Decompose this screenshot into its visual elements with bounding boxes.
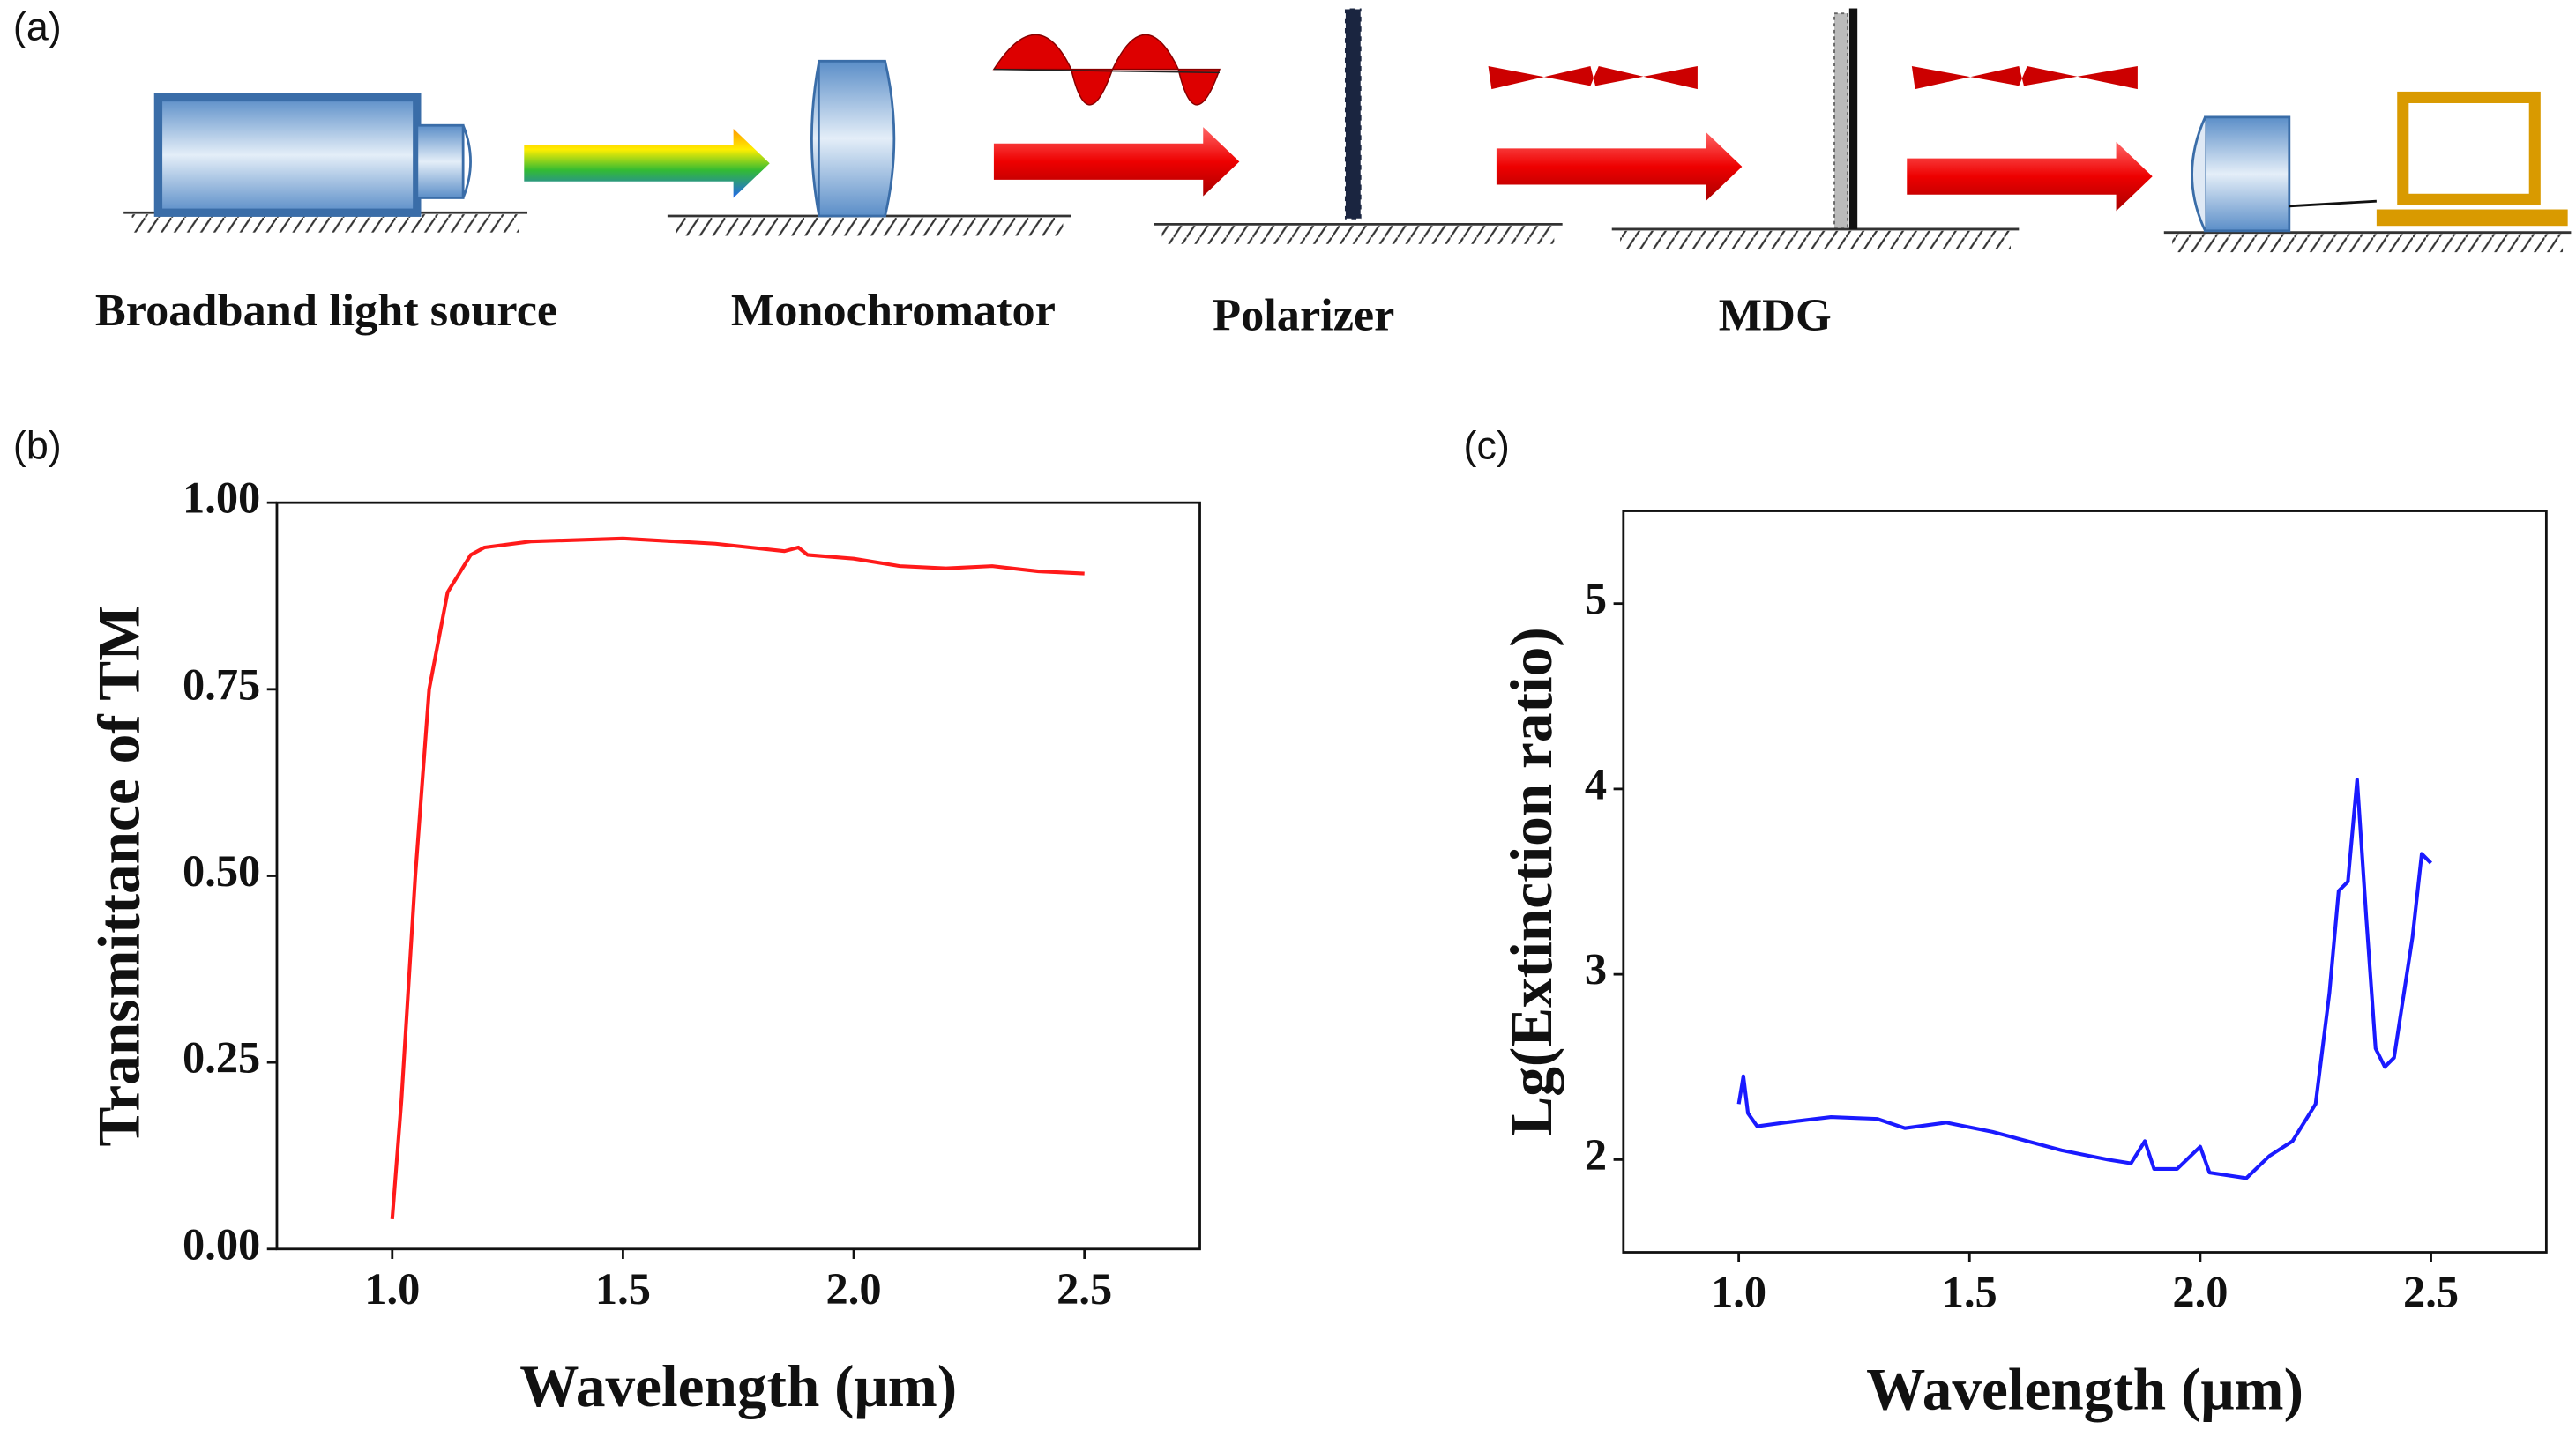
- x-axis-title: Wavelength (μm): [519, 1353, 957, 1419]
- light-source: [153, 93, 472, 217]
- arrow: [524, 128, 770, 198]
- x-axis-title: Wavelength (μm): [1866, 1357, 2303, 1423]
- arrow: [1496, 131, 1743, 202]
- component-label: MDG: [1719, 290, 1832, 341]
- component-label: Broadband light source: [95, 285, 557, 336]
- panel-label: (b): [13, 422, 62, 467]
- y-tick-label: 2: [1585, 1130, 1607, 1180]
- wave: [1488, 65, 1698, 90]
- panel-label: (a): [13, 4, 62, 49]
- data-line: [390, 536, 1085, 1220]
- monochromator: [810, 59, 896, 218]
- x-tick-label: 1.5: [595, 1264, 651, 1314]
- y-tick-label: 5: [1585, 574, 1607, 623]
- setup-diagram: (a): [13, 4, 2572, 341]
- y-tick-label: 4: [1585, 759, 1607, 808]
- y-tick-label: 1.00: [183, 473, 260, 523]
- y-tick-label: 0.25: [183, 1033, 260, 1083]
- wave: [992, 34, 1221, 106]
- polarizer: [1344, 7, 1363, 220]
- arrow: [1907, 141, 2153, 212]
- x-tick-label: 1.0: [364, 1264, 420, 1314]
- x-tick-label: 2.5: [1057, 1264, 1112, 1314]
- x-tick-label: 2.0: [2172, 1268, 2228, 1317]
- y-tick-label: 0.00: [183, 1219, 260, 1269]
- component-label: Monochromator: [731, 285, 1056, 336]
- detector: [2191, 115, 2377, 233]
- x-tick-label: 1.0: [1711, 1268, 1766, 1317]
- mdg: [1833, 8, 1858, 229]
- ground: [123, 211, 2572, 253]
- y-tick-label: 0.50: [183, 846, 260, 896]
- x-tick-label: 1.5: [1942, 1268, 1997, 1317]
- computer: [2376, 91, 2568, 227]
- y-tick-label: 3: [1585, 945, 1607, 994]
- y-tick-label: 0.75: [183, 659, 260, 709]
- y-axis-title: Transmittance of TM: [86, 605, 152, 1146]
- plot-frame: [1622, 510, 2548, 1254]
- component-label: Polarizer: [1213, 290, 1394, 341]
- wave: [1911, 65, 2138, 90]
- data-line: [1736, 778, 2432, 1180]
- y-axis-title: Lg(Extinction ratio): [1498, 627, 1564, 1135]
- arrow: [993, 127, 1240, 197]
- x-tick-label: 2.0: [826, 1264, 882, 1314]
- panel-label: (c): [1464, 422, 1510, 467]
- x-tick-label: 2.5: [2403, 1268, 2459, 1317]
